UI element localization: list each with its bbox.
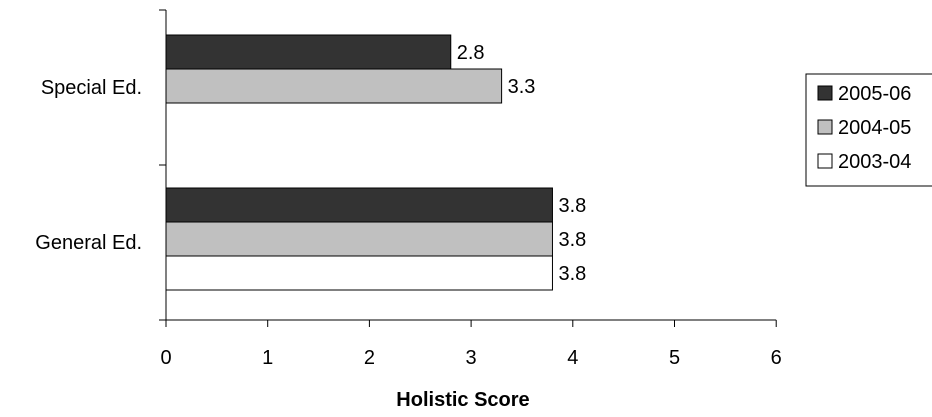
data-label: 3.3 bbox=[508, 76, 536, 98]
axes: 0 1 2 3 4 5 6 Special Ed. General Ed. bbox=[35, 9, 782, 369]
data-labels: 2.8 3.3 3.8 3.8 3.8 bbox=[457, 42, 587, 285]
data-label: 3.8 bbox=[558, 229, 586, 251]
x-tick-label: 1 bbox=[262, 347, 273, 369]
legend-swatch bbox=[817, 119, 833, 135]
data-label: 3.8 bbox=[558, 263, 586, 285]
legend-swatch bbox=[817, 153, 833, 169]
bar bbox=[165, 68, 503, 104]
legend-swatch bbox=[817, 85, 833, 101]
bars bbox=[165, 34, 553, 291]
category-label: General Ed. bbox=[35, 232, 142, 254]
x-tick-label: 4 bbox=[567, 347, 578, 369]
x-tick-label: 3 bbox=[466, 347, 477, 369]
x-tick-label: 5 bbox=[669, 347, 680, 369]
data-label: 2.8 bbox=[457, 42, 485, 64]
data-label: 3.8 bbox=[558, 195, 586, 217]
legend-label: 2005-06 bbox=[838, 83, 911, 105]
legend-label: 2003-04 bbox=[838, 151, 911, 173]
category-label: Special Ed. bbox=[41, 77, 142, 99]
bar bbox=[165, 255, 553, 291]
x-tick-label: 2 bbox=[364, 347, 375, 369]
bar bbox=[165, 34, 452, 70]
legend: 2005-06 2004-05 2003-04 bbox=[805, 73, 932, 187]
x-tick-label: 0 bbox=[160, 347, 171, 369]
x-axis-title: Holistic Score bbox=[396, 389, 529, 411]
bar bbox=[165, 221, 553, 257]
x-tick-label: 6 bbox=[771, 347, 782, 369]
bar bbox=[165, 187, 553, 223]
legend-label: 2004-05 bbox=[838, 117, 911, 139]
